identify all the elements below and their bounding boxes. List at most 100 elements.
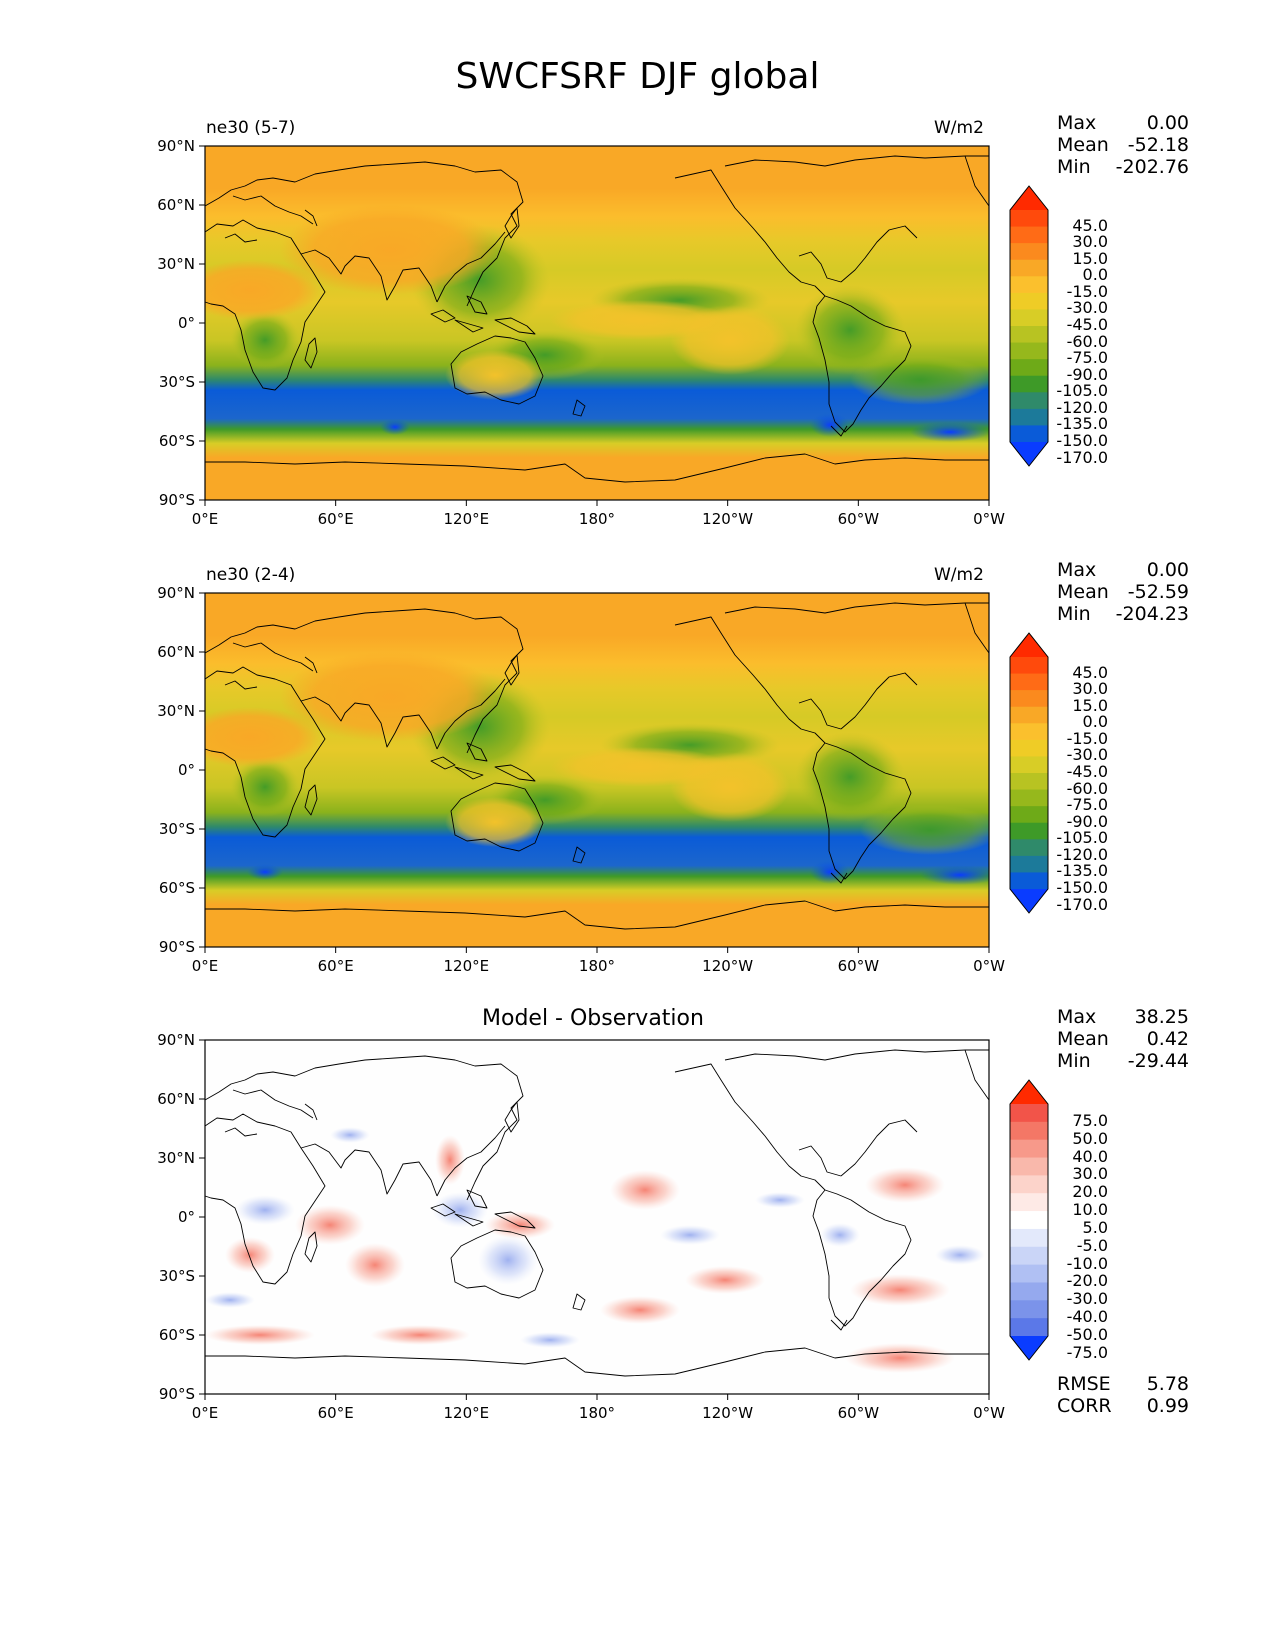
colorbar-label: -30.0 bbox=[1066, 745, 1108, 765]
stat-mean-value: -52.59 bbox=[1127, 581, 1189, 603]
colorbar-segment bbox=[1010, 359, 1048, 377]
colorbar-segment bbox=[1010, 276, 1048, 294]
stat-rmse-label: RMSE bbox=[1057, 1373, 1111, 1395]
colorbar-1 bbox=[1009, 185, 1049, 467]
stat-min-label: Min bbox=[1057, 603, 1091, 625]
colorbar-segment bbox=[1010, 259, 1048, 277]
colorbar-segment bbox=[1010, 657, 1048, 675]
stat-max-label: Max bbox=[1057, 112, 1097, 134]
stat-max-value: 0.00 bbox=[1146, 559, 1189, 581]
colorbar-segment bbox=[1010, 855, 1048, 874]
lon-tick-label: 120°W bbox=[702, 1404, 754, 1422]
colorbar-label: 45.0 bbox=[1072, 215, 1108, 235]
colorbar-label: -120.0 bbox=[1056, 844, 1108, 864]
colorbar-outline bbox=[1009, 185, 1049, 467]
lat-tick-label: 30°N bbox=[157, 1149, 195, 1167]
colorbar-label: -15.0 bbox=[1066, 281, 1108, 301]
lat-tick-label: 0° bbox=[177, 1208, 195, 1226]
colorbar-label: -135.0 bbox=[1056, 414, 1108, 434]
colorbar-segment bbox=[1010, 342, 1048, 360]
lat-tick-label: 90°N bbox=[157, 1031, 195, 1049]
colorbar-label: -90.0 bbox=[1066, 811, 1108, 831]
lat-tick-label: 60°S bbox=[158, 432, 195, 450]
lon-tick-label: 180° bbox=[578, 1404, 616, 1422]
colorbar-segment bbox=[1010, 226, 1048, 244]
colorbar-label: -120.0 bbox=[1056, 397, 1108, 417]
figure-title: SWCFSRF DJF global bbox=[455, 56, 820, 97]
colorbar-segment bbox=[1010, 408, 1048, 427]
lon-tick-label: 0°W bbox=[973, 510, 1005, 528]
lat-tick-label: 90°S bbox=[158, 938, 195, 956]
stat-max-label: Max bbox=[1057, 1006, 1097, 1028]
panel-3-footer-stats: RMSE 5.78 CORR 0.99 bbox=[1057, 1373, 1189, 1417]
colorbar-label: -40.0 bbox=[1066, 1307, 1108, 1327]
colorbar-label: -45.0 bbox=[1066, 762, 1108, 781]
lon-tick-label: 60°E bbox=[317, 510, 354, 528]
stat-max-label: Max bbox=[1057, 559, 1097, 581]
colorbar-label: -150.0 bbox=[1056, 878, 1108, 897]
colorbar-segment bbox=[1010, 1300, 1048, 1319]
colorbar-label: 30.0 bbox=[1072, 232, 1108, 252]
panel-2-left-label: ne30 (2-4) bbox=[206, 565, 296, 585]
colorbar-label: -135.0 bbox=[1056, 861, 1108, 881]
colorbar-segment bbox=[1010, 1121, 1048, 1141]
lon-tick-label: 0°E bbox=[191, 1404, 219, 1422]
panel-1-left-label: ne30 (5-7) bbox=[206, 118, 296, 138]
colorbar-segment bbox=[1010, 1282, 1048, 1301]
colorbar-outline bbox=[1009, 632, 1049, 914]
lon-tick-label: 120°E bbox=[443, 957, 490, 975]
colorbar-label: -60.0 bbox=[1066, 331, 1108, 351]
colorbar-segment bbox=[1010, 806, 1048, 824]
colorbar-label: 0.0 bbox=[1082, 265, 1108, 285]
colorbar-segment bbox=[1010, 1318, 1048, 1337]
stat-mean-value: -52.18 bbox=[1127, 134, 1189, 156]
colorbar-label: -75.0 bbox=[1066, 795, 1108, 815]
colorbar-label: -75.0 bbox=[1066, 348, 1108, 368]
colorbar-label: 75.0 bbox=[1072, 1110, 1108, 1130]
colorbar-label: 5.0 bbox=[1082, 1217, 1108, 1237]
colorbar-segment bbox=[1010, 1246, 1048, 1266]
stat-min-label: Min bbox=[1057, 156, 1091, 178]
panel-2-stats: Max 0.00 Mean -52.59 Min -204.23 bbox=[1057, 559, 1189, 625]
colorbar-outline bbox=[1009, 1079, 1049, 1361]
colorbar-extend-min bbox=[1010, 889, 1048, 913]
stat-max-value: 38.25 bbox=[1134, 1006, 1189, 1028]
colorbar-label: -45.0 bbox=[1066, 315, 1108, 334]
colorbar-2 bbox=[1009, 632, 1049, 914]
colorbar-segment bbox=[1010, 1193, 1048, 1212]
lat-tick-label: 30°N bbox=[157, 702, 195, 720]
lon-tick-label: 60°E bbox=[317, 1404, 354, 1422]
stat-mean-value: 0.42 bbox=[1146, 1028, 1189, 1050]
stat-min-value: -202.76 bbox=[1115, 156, 1189, 178]
panel-1-stats: Max 0.00 Mean -52.18 Min -202.76 bbox=[1057, 112, 1189, 178]
stat-max-value: 0.00 bbox=[1146, 112, 1189, 134]
colorbar-label: -15.0 bbox=[1066, 728, 1108, 748]
colorbar-label: -170.0 bbox=[1056, 894, 1108, 914]
colorbar-label: 30.0 bbox=[1072, 1164, 1108, 1184]
lon-tick-label: 180° bbox=[578, 510, 616, 528]
lon-tick-label: 0°E bbox=[191, 510, 219, 528]
lon-tick-label: 0°E bbox=[191, 957, 219, 975]
colorbar-label: 40.0 bbox=[1072, 1146, 1108, 1166]
colorbar-segment bbox=[1010, 673, 1048, 691]
colorbar-label: -30.0 bbox=[1066, 1289, 1108, 1309]
lat-tick-label: 60°N bbox=[157, 643, 195, 661]
colorbar-label: -10.0 bbox=[1066, 1253, 1108, 1273]
axis-ticks bbox=[199, 145, 990, 1400]
lat-tick-label: 90°S bbox=[158, 1385, 195, 1403]
lat-tick-label: 0° bbox=[177, 761, 195, 779]
lat-tick-label: 90°N bbox=[157, 584, 195, 602]
lon-tick-label: 60°W bbox=[837, 1404, 880, 1422]
colorbar-segment bbox=[1010, 690, 1048, 708]
colorbar-segment bbox=[1010, 292, 1048, 311]
colorbar-extend-min bbox=[1010, 442, 1048, 466]
lat-tick-label: 60°N bbox=[157, 1090, 195, 1108]
lon-tick-label: 60°W bbox=[837, 510, 880, 528]
colorbar-segment bbox=[1010, 739, 1048, 758]
colorbar-segment bbox=[1010, 210, 1048, 228]
colorbar-extend-max bbox=[1010, 186, 1048, 210]
lat-tick-label: 60°N bbox=[157, 196, 195, 214]
colorbar-label: -150.0 bbox=[1056, 431, 1108, 450]
colorbar-extend-max bbox=[1010, 633, 1048, 657]
